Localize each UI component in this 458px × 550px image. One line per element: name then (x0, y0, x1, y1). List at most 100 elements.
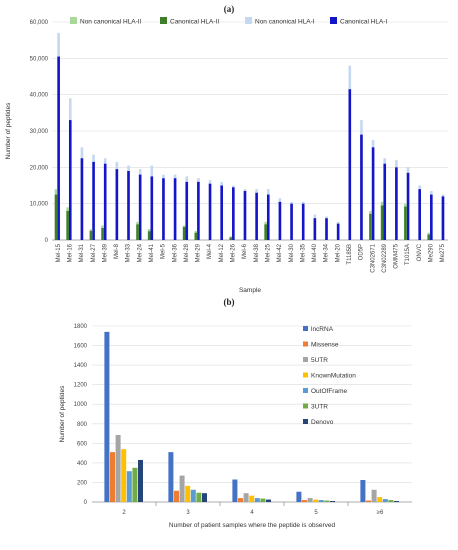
x-tick-label: Mel-41 (149, 243, 155, 262)
x-tick-label: 2 (122, 510, 126, 516)
bar (249, 495, 255, 502)
y-tick-label: 30,000 (30, 129, 49, 135)
bar (404, 206, 407, 240)
bar (260, 498, 266, 502)
bar (313, 499, 319, 502)
bar (202, 493, 207, 502)
legend-swatch (70, 17, 77, 24)
bar (388, 500, 394, 502)
x-tick-label: Mel-40 (312, 243, 318, 262)
legend-swatch (303, 403, 308, 409)
bar (406, 172, 410, 240)
x-tick-label: Mel-28 (184, 243, 190, 262)
y-tick-label: 1600 (74, 344, 88, 350)
bar (162, 178, 165, 240)
bar (138, 174, 142, 240)
x-axis-title: Sample (239, 287, 261, 294)
y-tick-label: 60,000 (30, 20, 49, 26)
legend-swatch (303, 326, 308, 331)
x-tick-label: Mel-34 (324, 243, 330, 262)
x-tick-label: Mel-30 (289, 243, 295, 262)
bar (307, 498, 313, 502)
x-tick-label: ≥6 (377, 510, 384, 516)
x-tick-label: Mel-5 (161, 243, 167, 259)
bar (266, 194, 270, 240)
bar (174, 490, 179, 502)
legend-label: Non canonical HLA-II (80, 19, 142, 26)
x-tick-label: Mel-39 (102, 243, 108, 262)
legend-swatch (303, 357, 308, 362)
bar (185, 181, 189, 240)
bar (238, 498, 243, 502)
x-tick-label: OD5P (359, 244, 365, 260)
bar (264, 224, 267, 240)
bar (115, 169, 119, 240)
bar (168, 452, 174, 502)
x-tick-label: Mel-6 (242, 243, 248, 259)
y-tick-label: 800 (77, 422, 88, 428)
x-tick-label: 3 (186, 510, 190, 516)
y-tick-label: 50,000 (30, 56, 49, 62)
x-tick-label: Mel-36 (172, 243, 178, 262)
legend-swatch (303, 388, 308, 393)
y-tick-label: 20,000 (30, 165, 49, 171)
bar (324, 500, 330, 502)
y-tick-label: 400 (77, 461, 88, 467)
bar (127, 170, 130, 240)
bar (395, 167, 398, 240)
legend-label: Canonical HLA-II (170, 19, 219, 26)
bar (360, 134, 363, 240)
bar (418, 189, 421, 240)
x-tick-label: Mel-31 (79, 243, 85, 262)
bar (382, 499, 388, 502)
legend-swatch (160, 17, 167, 24)
chart-b: 0 200 400 600 800 1000 1200 1400 1600 1800 2 3 4 5 ≥6 l… (59, 324, 412, 529)
x-tick-label: Mel-42 (277, 243, 283, 262)
bar (173, 178, 177, 240)
bar (104, 331, 110, 502)
y-tick-label: 1400 (74, 363, 88, 369)
bar (302, 500, 307, 502)
legend-swatch (303, 372, 308, 378)
bar (377, 497, 383, 502)
bar (197, 181, 200, 240)
x-tick-label: Mel-27 (91, 243, 97, 262)
x-tick-label: Mel-33 (126, 243, 132, 262)
y-tick-label: 200 (77, 480, 88, 486)
bar (360, 480, 366, 502)
bar (330, 501, 335, 502)
bar (92, 161, 95, 240)
bar (313, 218, 317, 240)
bar (325, 218, 328, 240)
bar (383, 163, 387, 240)
x-tick-label: Me275 (440, 243, 446, 262)
bar (179, 475, 185, 502)
y-tick-label: 40,000 (30, 93, 49, 99)
bar (430, 194, 433, 240)
legend: lncRNA Missense 5UTR KnownMutation OutOfFram… (303, 326, 356, 426)
bar (254, 498, 260, 502)
x-axis-title: Number of patient samples where the pept… (169, 522, 336, 529)
x-tick-label: Mel-15 (56, 243, 62, 262)
bar (371, 147, 375, 240)
legend-label: 3UTR (311, 404, 328, 411)
panel-a-label: (a) (224, 4, 235, 14)
bar (126, 471, 132, 502)
bar (208, 183, 212, 240)
x-tick-label: 4 (250, 510, 254, 516)
y-tick-label: 1800 (74, 324, 88, 330)
bar (296, 491, 302, 502)
legend-swatch (245, 17, 252, 24)
x-tick-label: Mel-20 (335, 243, 341, 262)
bar (232, 187, 235, 240)
legend: Non canonical HLA-II Canonical HLA-II Non … (70, 17, 388, 26)
x-tick-label: Mel-26 (231, 243, 237, 262)
x-tick-label: Mel-25 (265, 243, 271, 262)
bar (220, 185, 223, 240)
bar (229, 237, 233, 240)
x-tick-label: ONVC (417, 243, 423, 261)
y-tick-label: 1000 (74, 402, 88, 408)
bar (121, 449, 127, 502)
bar (136, 224, 139, 240)
